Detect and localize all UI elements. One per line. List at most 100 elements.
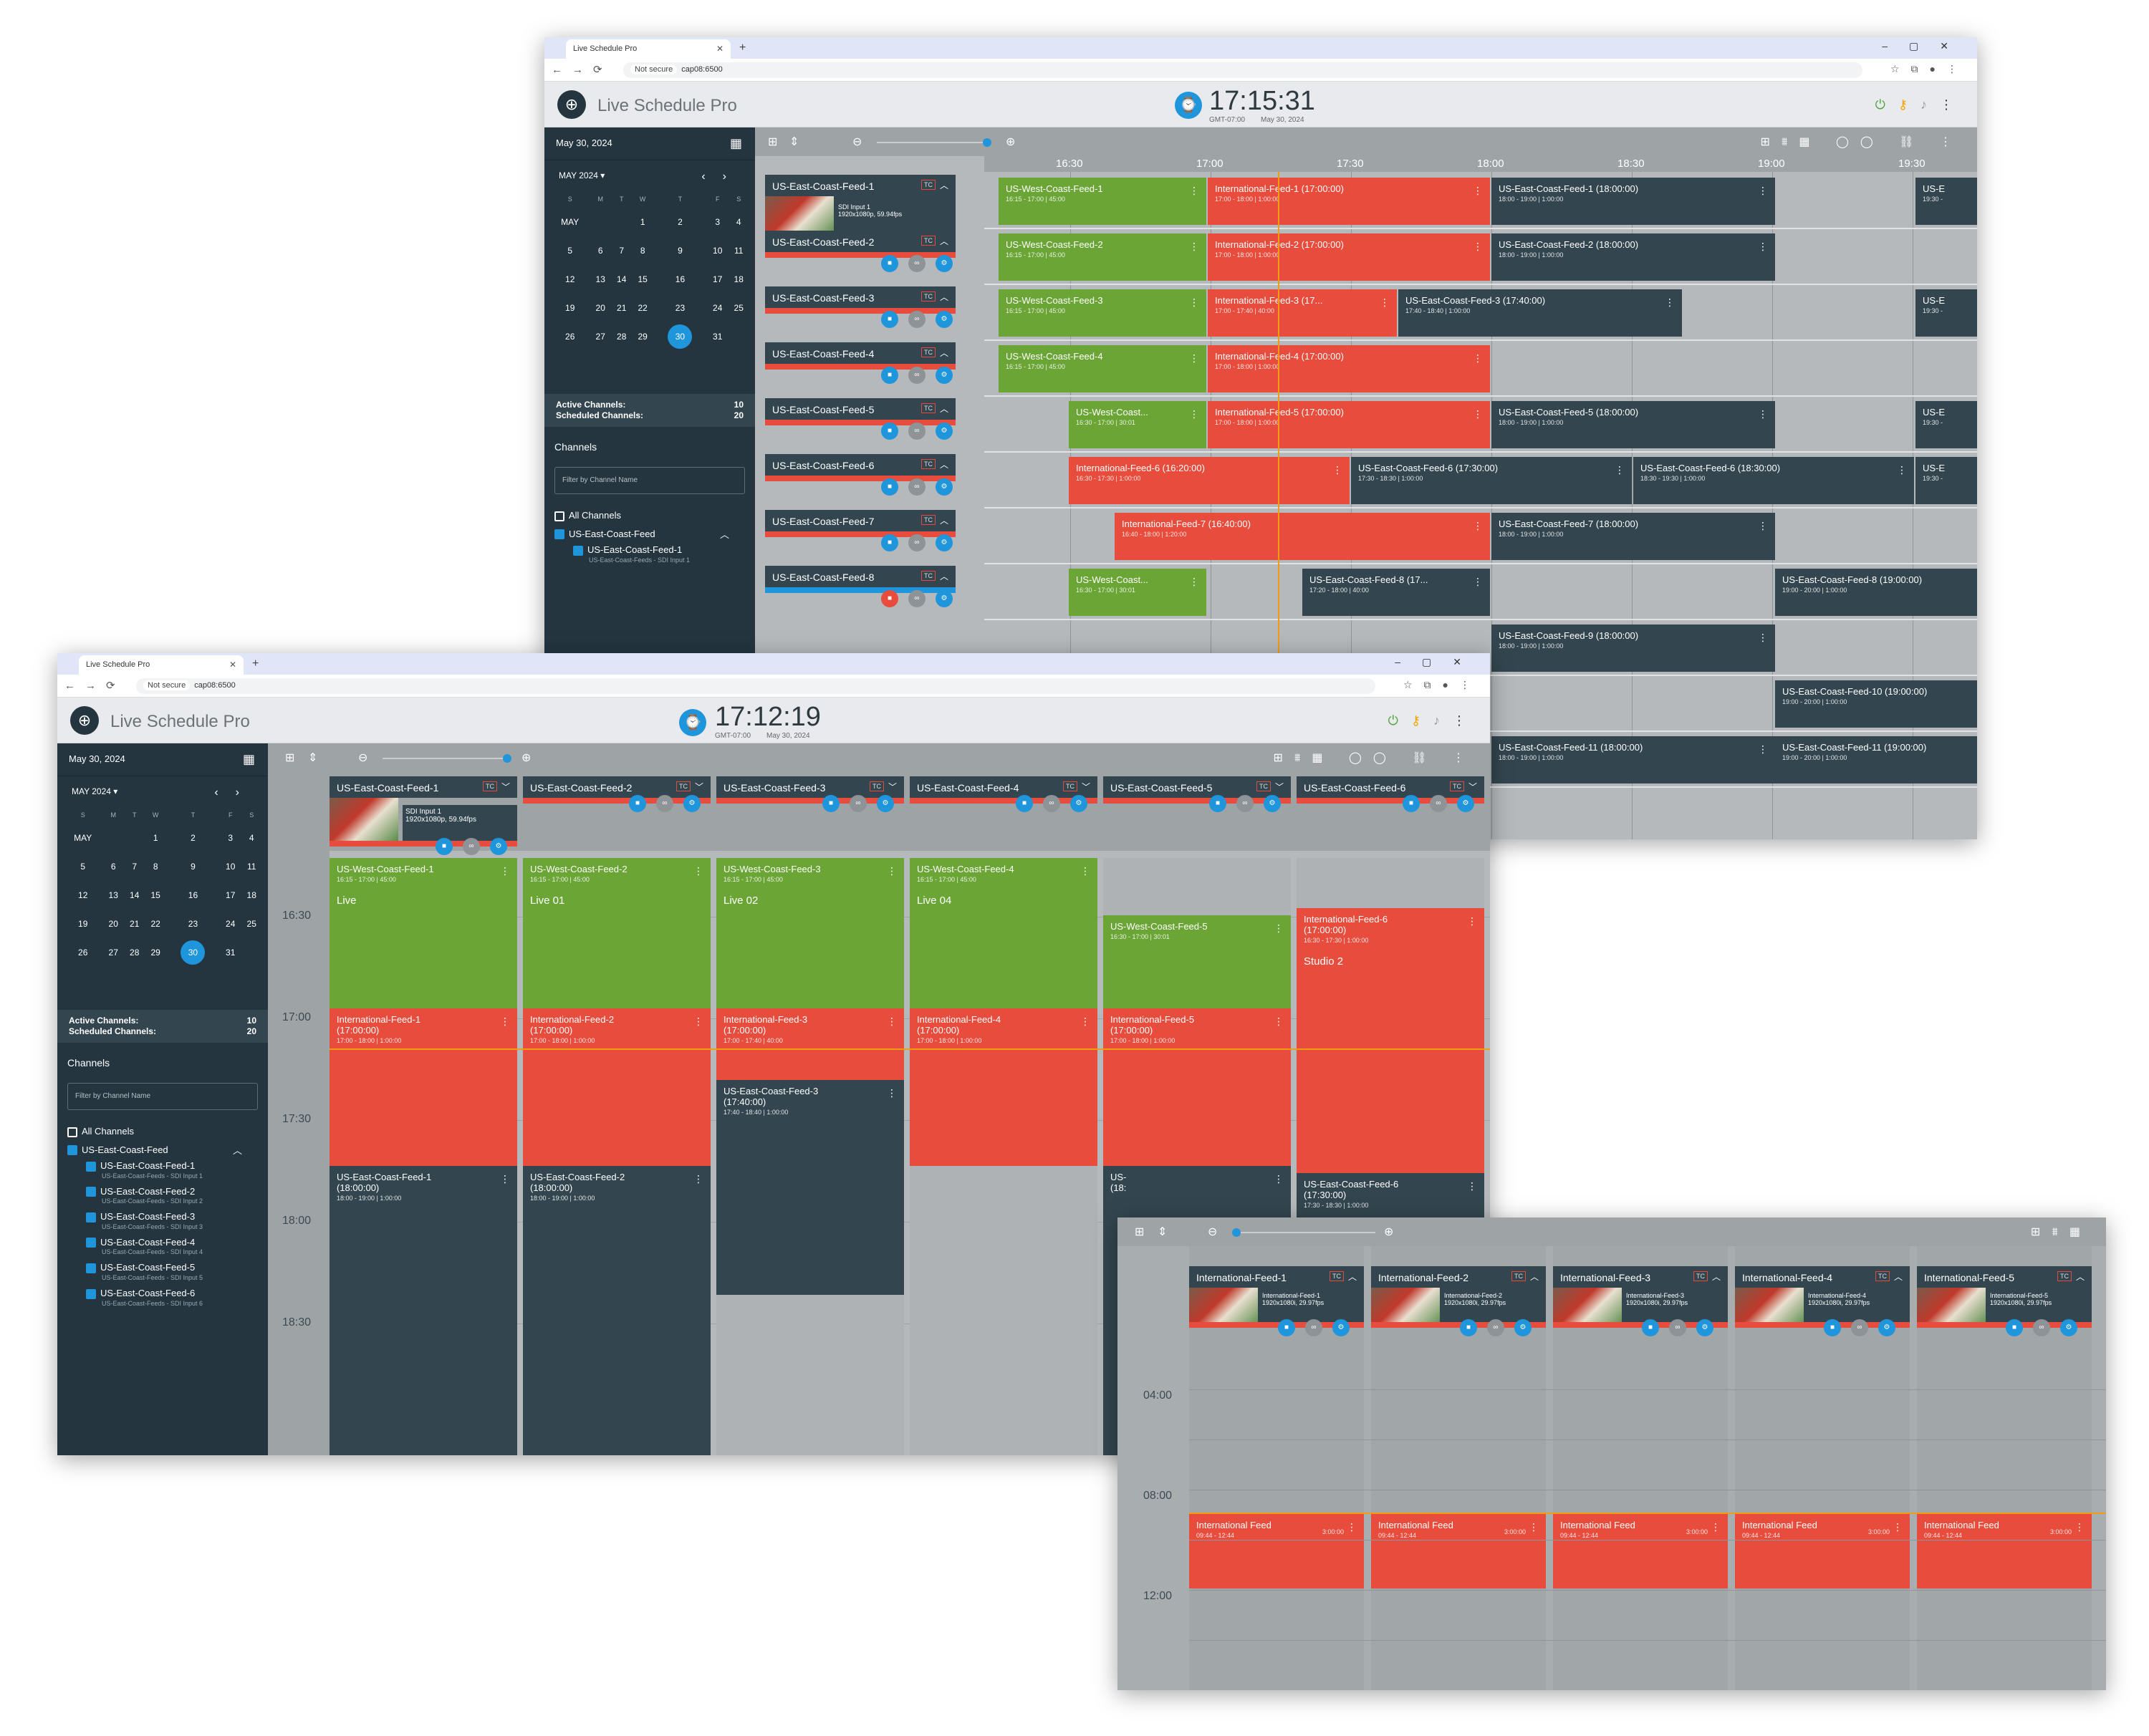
schedule-event[interactable]: International-Feed-6 (16:20:00) 16:30 - 1… <box>1069 457 1350 504</box>
expand-icon[interactable]: ⇕ <box>1158 1226 1168 1238</box>
chevron-icon[interactable]: ︿ <box>939 516 948 526</box>
channel-item[interactable]: US-East-Coast-Feed-4 US-East-Coast-Feeds … <box>57 1232 268 1258</box>
channel-group[interactable]: US-East-Coast-Feed ︿ <box>544 521 755 540</box>
view-toggle-icon[interactable]: ⊞ <box>1135 1226 1145 1238</box>
channel-header[interactable]: International-Feed-2 TC ︿ <box>1371 1266 1546 1288</box>
settings-button[interactable]: ⚙ <box>936 534 953 551</box>
event-menu-icon[interactable]: ⋮ <box>1473 576 1483 587</box>
event-menu-icon[interactable]: ⋮ <box>693 1173 703 1185</box>
event-menu-icon[interactable]: ⋮ <box>1711 1521 1721 1533</box>
schedule-event[interactable]: US-East-Coast-Feed-2 (18:00:00) 18:00 - 19… <box>523 1166 711 1455</box>
event-menu-icon[interactable]: ⋮ <box>500 865 510 877</box>
channel-filter-input[interactable]: Filter by Channel Name <box>67 1083 258 1110</box>
link-button[interactable]: ∞ <box>908 311 926 328</box>
zoom-in-icon[interactable]: ⊕ <box>521 752 532 764</box>
schedule-event[interactable]: US-East-Coast-Feed-11 (19:00:00) 19:00 - … <box>1775 736 1977 783</box>
toolbar-right-icons[interactable]: ⊞⩩▦ ◯◯ ⛓ ⋮ <box>1760 136 1963 148</box>
stop-button[interactable]: ■ <box>881 367 898 384</box>
channel-header[interactable]: International-Feed-5 TC ︿ <box>1917 1266 2092 1288</box>
link-button[interactable]: ∞ <box>1669 1319 1686 1336</box>
zoom-slider[interactable] <box>877 138 991 147</box>
schedule-event[interactable]: US-West-Coast-Feed-1 16:15 - 17:00 | 45:0… <box>999 178 1206 225</box>
link-button[interactable]: ∞ <box>908 534 926 551</box>
close-tab-icon[interactable]: ✕ <box>716 44 723 54</box>
event-menu-icon[interactable]: ⋮ <box>1080 865 1090 877</box>
event-menu-icon[interactable]: ⋮ <box>693 865 703 877</box>
event-menu-icon[interactable]: ⋮ <box>887 865 897 877</box>
chevron-icon[interactable]: ︿ <box>1893 1272 1903 1282</box>
chevron-icon[interactable]: ﹀ <box>1274 782 1284 792</box>
chevron-icon[interactable]: ︿ <box>1711 1272 1721 1282</box>
event-menu-icon[interactable]: ⋮ <box>1758 520 1768 531</box>
schedule-event[interactable]: US-West-Coast... 16:30 - 17:00 | 30:01 ⋮ <box>1069 569 1206 616</box>
month-selector[interactable]: MAY 2024 ▾ <box>559 170 605 180</box>
calendar-day[interactable]: 4 <box>736 217 741 227</box>
schedule-event[interactable]: US-East-Coast-Feed-1 (18:00:00) 18:00 - 1… <box>1491 178 1775 225</box>
stop-button[interactable]: ■ <box>629 795 646 812</box>
stop-button[interactable]: ■ <box>822 795 840 812</box>
nav-buttons[interactable]: ←→⟳ <box>552 64 612 76</box>
event-menu-icon[interactable]: ⋮ <box>1347 1521 1357 1533</box>
schedule-event[interactable]: US-East-Coast-Feed-8 (17... 17:20 - 18:00… <box>1302 569 1490 616</box>
link-button[interactable]: ∞ <box>1430 795 1447 812</box>
settings-button[interactable]: ⚙ <box>683 795 701 812</box>
chevron-icon[interactable]: ︿ <box>939 292 948 302</box>
schedule-event[interactable]: International-Feed-1 (17:00:00) 17:00 - 18… <box>330 1008 517 1166</box>
selected-day[interactable]: 30 <box>653 322 707 351</box>
stop-button[interactable]: ■ <box>881 590 898 607</box>
event-menu-icon[interactable]: ⋮ <box>500 1016 510 1027</box>
channel-item[interactable]: US-East-Coast-Feed-1 US-East-Coast-Feeds … <box>57 1155 268 1181</box>
link-button[interactable]: ∞ <box>2033 1319 2050 1336</box>
chevron-icon[interactable]: ︿ <box>939 572 948 582</box>
settings-button[interactable]: ⚙ <box>490 838 507 855</box>
schedule-event[interactable]: US-E19:30 -⋮ <box>1915 289 1977 337</box>
link-button[interactable]: ∞ <box>1851 1319 1868 1336</box>
schedule-event[interactable]: US-West-Coast-Feed-1 16:15 - 17:00 | 45:0… <box>330 858 517 1008</box>
stop-button[interactable]: ■ <box>1642 1319 1659 1336</box>
all-channels-checkbox[interactable]: All Channels <box>57 1119 268 1137</box>
settings-button[interactable]: ⚙ <box>1878 1319 1895 1336</box>
channel-item[interactable]: US-East-Coast-Feed-2 US-East-Coast-Feeds … <box>57 1181 268 1207</box>
schedule-event[interactable]: US-East-Coast-Feed-8 (19:00:00) 19:00 - 2… <box>1775 569 1977 616</box>
schedule-event[interactable]: US-West-Coast-Feed-3 16:15 - 17:00 | 45:0… <box>716 858 904 1008</box>
channel-header[interactable]: International-Feed-1 TC ︿ <box>1189 1266 1364 1288</box>
channel-header[interactable]: International-Feed-4 TC ︿ <box>1735 1266 1910 1288</box>
link-button[interactable]: ∞ <box>850 795 867 812</box>
not-secure-badge[interactable]: Not secure <box>143 680 191 690</box>
settings-button[interactable]: ⚙ <box>1264 795 1281 812</box>
event-menu-icon[interactable]: ⋮ <box>1189 241 1199 252</box>
chevron-icon[interactable]: ﹀ <box>888 782 897 792</box>
zoom-out-icon[interactable]: ⊖ <box>358 752 368 764</box>
new-tab-icon[interactable]: + <box>252 657 259 670</box>
channel-header[interactable]: US-East-Coast-Feed-8 TC ︿ <box>765 566 956 587</box>
schedule-event[interactable]: International-Feed-4 (17:00:00) 17:00 - 18… <box>910 1008 1097 1166</box>
view-toggle-icon[interactable]: ⊞ <box>285 752 295 764</box>
settings-button[interactable]: ⚙ <box>1696 1319 1713 1336</box>
link-button[interactable]: ∞ <box>656 795 673 812</box>
event-menu-icon[interactable]: ⋮ <box>1189 296 1199 308</box>
chevron-icon[interactable]: ﹀ <box>694 782 703 792</box>
chevron-icon[interactable]: ︿ <box>939 236 948 246</box>
stop-button[interactable]: ■ <box>1460 1319 1477 1336</box>
channel-checkbox[interactable] <box>86 1212 96 1223</box>
zoom-out-icon[interactable]: ⊖ <box>1208 1226 1218 1238</box>
schedule-event[interactable]: US-E19:30 -⋮ <box>1915 457 1977 504</box>
channel-header[interactable]: US-East-Coast-Feed-1 TC ﹀ <box>330 776 517 798</box>
header-actions[interactable]: ⏻⚷♪⋮ <box>1875 97 1966 112</box>
channel-header[interactable]: US-East-Coast-Feed-3 TC ︿ <box>765 286 956 308</box>
event-menu-icon[interactable]: ⋮ <box>1529 1521 1539 1533</box>
schedule-event[interactable]: US-West-Coast-Feed-4 16:15 - 17:00 | 45:0… <box>999 345 1206 392</box>
event-menu-icon[interactable]: ⋮ <box>1615 464 1625 476</box>
zoom-out-icon[interactable]: ⊖ <box>852 136 862 148</box>
link-button[interactable]: ∞ <box>908 478 926 496</box>
schedule-event[interactable]: US-E19:30 -⋮ <box>1915 401 1977 448</box>
link-button[interactable]: ∞ <box>908 255 926 272</box>
settings-button[interactable]: ⚙ <box>1514 1319 1532 1336</box>
event-menu-icon[interactable]: ⋮ <box>1274 1016 1284 1027</box>
settings-button[interactable]: ⚙ <box>2060 1319 2077 1336</box>
link-button[interactable]: ∞ <box>463 838 480 855</box>
schedule-event[interactable]: International Feed 09:44 - 12:44 3:00:00 ⋮ <box>1371 1514 1546 1588</box>
browser-toolbar-icons[interactable]: ☆⧉●⋮ <box>1890 63 1968 74</box>
event-menu-icon[interactable]: ⋮ <box>1189 185 1199 196</box>
event-menu-icon[interactable]: ⋮ <box>1897 464 1907 476</box>
